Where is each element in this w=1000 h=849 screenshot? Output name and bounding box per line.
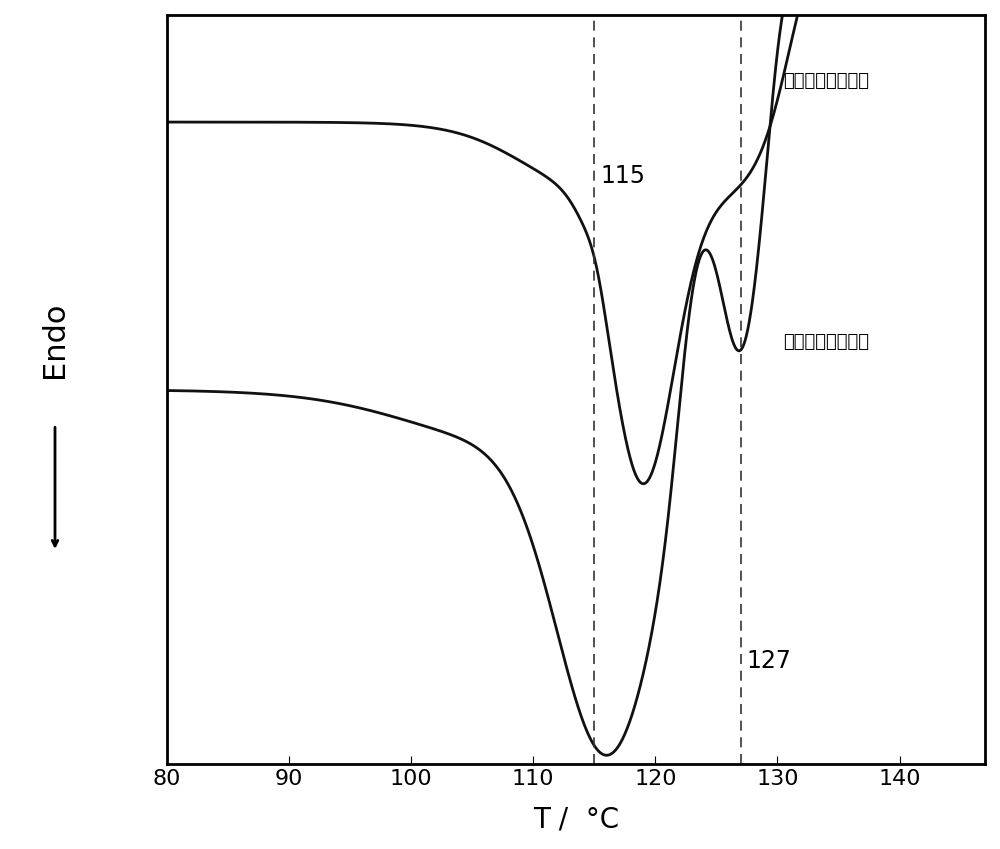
Text: Endo: Endo xyxy=(40,301,70,378)
X-axis label: T /  °C: T / °C xyxy=(533,806,619,834)
Text: 127: 127 xyxy=(747,649,792,673)
Text: 二氯甲烷处理之后: 二氯甲烷处理之后 xyxy=(784,72,870,90)
Text: 二氯甲烷处理之前: 二氯甲烷处理之前 xyxy=(784,333,870,351)
Text: 115: 115 xyxy=(600,164,645,188)
